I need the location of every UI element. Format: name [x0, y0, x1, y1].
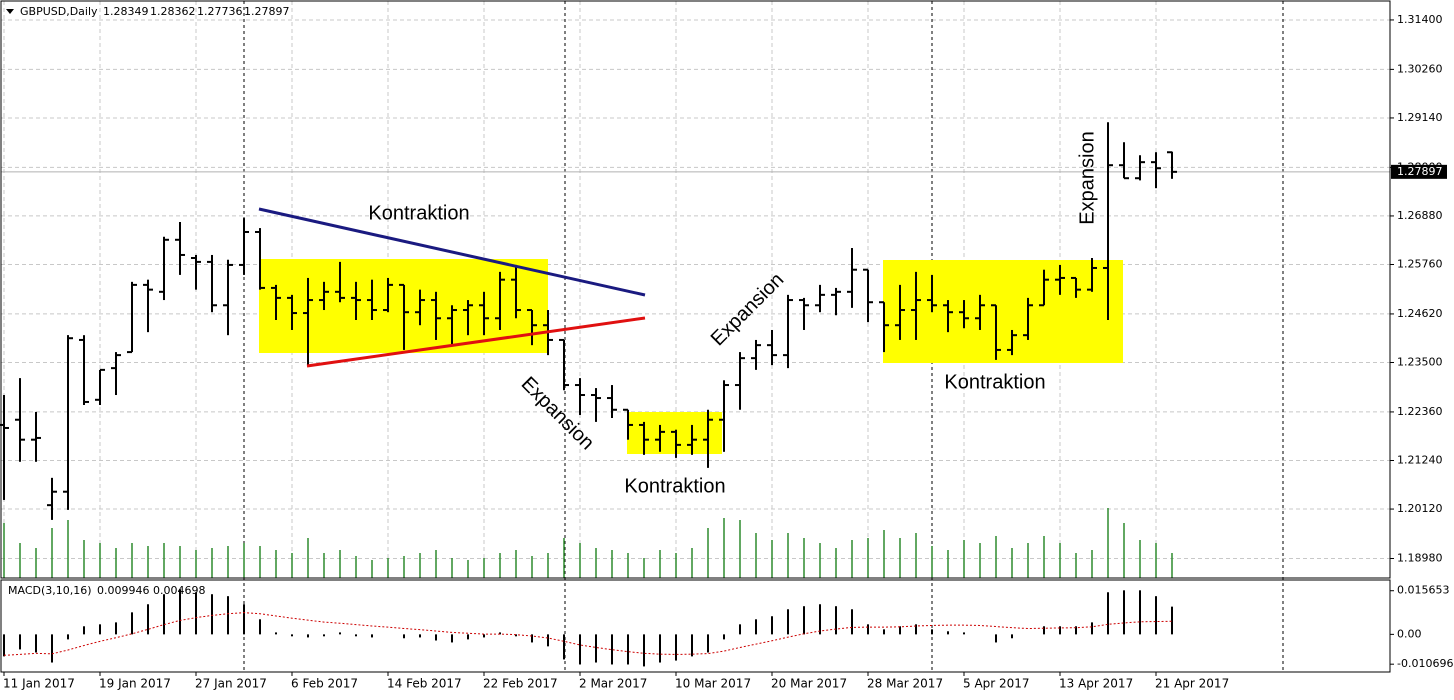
annotation: Kontraktion — [368, 202, 469, 224]
x-tick-label: 13 Apr 2017 — [1059, 677, 1133, 691]
x-tick-label: 19 Jan 2017 — [99, 677, 171, 691]
main-frame — [0, 0, 1391, 579]
y-tick-label: 1.20120 — [1397, 502, 1443, 515]
ohlc-open: 1.28349 — [103, 5, 149, 18]
y-tick-label: 1.25760 — [1397, 258, 1443, 271]
y-tick-label: 1.30260 — [1397, 62, 1443, 75]
x-tick-label: 10 Mar 2017 — [675, 677, 751, 691]
y-tick-label: 1.18980 — [1397, 551, 1443, 564]
plot — [0, 122, 1390, 667]
x-tick-label: 5 Apr 2017 — [963, 677, 1030, 691]
ohlc-low: 1.27736 — [197, 5, 243, 18]
x-tick-label: 2 Mar 2017 — [579, 677, 647, 691]
annotation: Kontraktion — [944, 371, 1045, 393]
trend-line — [306, 316, 646, 368]
y-tick-label: 1.22360 — [1397, 405, 1443, 418]
y-tick-label: 1.23500 — [1397, 355, 1443, 368]
y-tick-label: 1.24620 — [1397, 307, 1443, 320]
highlight-box — [883, 260, 1123, 363]
x-tick-label: 27 Jan 2017 — [195, 677, 267, 691]
annotation: Expansion — [1076, 131, 1098, 224]
macd-y-tick-label: -0.010696 — [1397, 657, 1453, 670]
signal-value: 0.004698 — [153, 584, 206, 597]
trend-lines — [258, 207, 646, 368]
x-tick-label: 28 Mar 2017 — [867, 677, 943, 691]
highlight-box — [627, 412, 722, 454]
macd-title: MACD(3,10,16) — [8, 584, 92, 597]
y-tick-label: 1.26880 — [1397, 209, 1443, 222]
symbol-title: GBPUSD,Daily — [20, 5, 98, 18]
y-tick-label: 1.21240 — [1397, 453, 1443, 466]
x-tick-label: 11 Jan 2017 — [3, 677, 75, 691]
macd-y-tick-label: 0.015653 — [1397, 584, 1450, 597]
ohlc-high: 1.28362 — [150, 5, 196, 18]
macd-value: 0.009946 — [97, 584, 150, 597]
x-tick-label: 14 Feb 2017 — [387, 677, 462, 691]
y-tick-label: 1.31400 — [1397, 13, 1443, 26]
current-price-label: 1.27897 — [1397, 165, 1443, 178]
trend-line — [258, 207, 646, 297]
ohlc-close: 1.27897 — [244, 5, 290, 18]
menu-arrow[interactable] — [6, 9, 14, 14]
y-tick-label: 1.29140 — [1397, 111, 1443, 124]
macd-frame — [0, 579, 1391, 673]
x-tick-label: 6 Feb 2017 — [291, 677, 358, 691]
x-tick-label: 22 Feb 2017 — [483, 677, 558, 691]
annotation: Kontraktion — [624, 475, 725, 497]
current-price-box — [1391, 164, 1447, 179]
macd-y-tick-label: 0.00 — [1397, 627, 1422, 640]
x-tick-label: 21 Apr 2017 — [1155, 677, 1229, 691]
x-tick-label: 20 Mar 2017 — [771, 677, 847, 691]
